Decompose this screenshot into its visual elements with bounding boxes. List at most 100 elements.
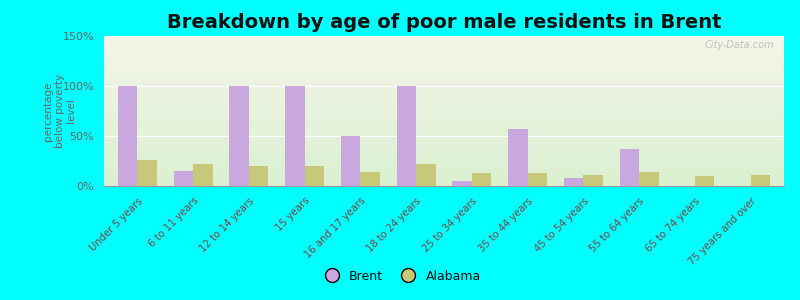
Bar	[104, 54, 784, 55]
Bar	[104, 87, 784, 88]
Bar	[104, 75, 784, 76]
Bar	[104, 93, 784, 94]
Bar	[104, 114, 784, 115]
Bar	[104, 61, 784, 62]
Bar	[104, 178, 784, 179]
Bar	[104, 117, 784, 118]
Bar	[104, 153, 784, 154]
Bar	[104, 84, 784, 85]
Bar	[104, 116, 784, 117]
Legend: Brent, Alabama: Brent, Alabama	[314, 265, 486, 288]
Bar	[104, 128, 784, 129]
Bar	[104, 85, 784, 86]
Bar	[104, 159, 784, 160]
Bar	[104, 69, 784, 70]
Bar	[104, 81, 784, 82]
Bar	[104, 160, 784, 161]
Bar	[104, 96, 784, 97]
Bar	[104, 164, 784, 165]
Bar	[104, 160, 784, 161]
Bar	[104, 98, 784, 99]
Bar	[104, 107, 784, 108]
Bar	[104, 44, 784, 45]
Bar	[104, 113, 784, 114]
Bar	[528, 173, 547, 186]
Bar	[104, 139, 784, 140]
Bar	[104, 86, 784, 87]
Bar	[508, 129, 528, 186]
Bar	[104, 161, 784, 162]
Bar	[104, 179, 784, 180]
Bar	[104, 40, 784, 41]
Bar	[639, 172, 658, 186]
Bar	[104, 73, 784, 74]
Bar	[104, 101, 784, 102]
Bar	[104, 64, 784, 65]
Bar	[104, 89, 784, 90]
Bar	[104, 95, 784, 96]
Bar	[104, 78, 784, 79]
Bar	[104, 143, 784, 144]
Bar	[104, 70, 784, 71]
Bar	[104, 141, 784, 142]
Bar	[104, 105, 784, 106]
Bar	[104, 72, 784, 73]
Bar	[104, 140, 784, 141]
Bar	[104, 66, 784, 67]
Bar	[104, 59, 784, 60]
Bar	[104, 124, 784, 125]
Bar	[104, 149, 784, 150]
Bar	[104, 99, 784, 100]
Bar	[452, 181, 472, 186]
Bar	[104, 182, 784, 183]
Bar	[104, 176, 784, 177]
Bar	[104, 137, 784, 138]
Bar	[104, 156, 784, 157]
Bar	[104, 106, 784, 107]
Bar	[104, 102, 784, 103]
Bar	[104, 46, 784, 47]
Bar	[104, 135, 784, 136]
Bar	[104, 154, 784, 155]
Bar	[104, 97, 784, 98]
Title: Breakdown by age of poor male residents in Brent: Breakdown by age of poor male residents …	[166, 13, 722, 32]
Bar	[104, 103, 784, 104]
Bar	[104, 82, 784, 83]
Bar	[104, 157, 784, 158]
Bar	[104, 80, 784, 81]
Bar	[230, 86, 249, 186]
Bar	[104, 144, 784, 145]
Bar	[104, 68, 784, 69]
Bar	[104, 67, 784, 68]
Bar	[583, 175, 603, 186]
Bar	[104, 82, 784, 83]
Bar	[416, 164, 436, 186]
Bar	[104, 132, 784, 133]
Bar	[104, 56, 784, 57]
Bar	[104, 169, 784, 170]
Bar	[104, 62, 784, 63]
Bar	[174, 171, 193, 186]
Bar	[104, 163, 784, 164]
Bar	[104, 38, 784, 39]
Bar	[104, 180, 784, 181]
Bar	[104, 55, 784, 56]
Bar	[397, 86, 416, 186]
Bar	[104, 158, 784, 159]
Bar	[104, 48, 784, 49]
Bar	[104, 126, 784, 127]
Bar	[104, 37, 784, 38]
Bar	[104, 120, 784, 121]
Bar	[104, 162, 784, 163]
Bar	[104, 79, 784, 80]
Bar	[104, 171, 784, 172]
Bar	[104, 41, 784, 42]
Bar	[104, 119, 784, 120]
Bar	[104, 184, 784, 185]
Bar	[104, 60, 784, 61]
Bar	[104, 181, 784, 182]
Bar	[104, 142, 784, 143]
Bar	[104, 51, 784, 52]
Bar	[104, 183, 784, 184]
Bar	[104, 138, 784, 139]
